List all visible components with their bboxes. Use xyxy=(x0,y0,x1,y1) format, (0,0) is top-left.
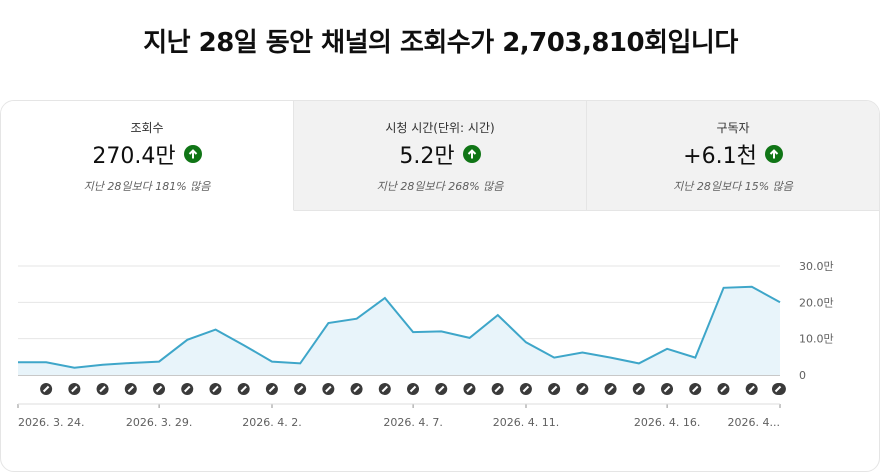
video-upload-marker-icon[interactable] xyxy=(463,383,476,395)
video-upload-marker-icon[interactable] xyxy=(153,383,166,395)
marker-slash xyxy=(635,385,642,393)
video-upload-marker-icon[interactable] xyxy=(378,383,391,395)
arrow-up-circle-icon xyxy=(183,145,202,163)
metric-compare: 지난 28일보다 15% 많음 xyxy=(673,180,793,193)
video-upload-marker-icon[interactable] xyxy=(68,383,81,395)
arrow-up-circle-icon xyxy=(462,145,481,163)
metric-label: 시청 시간(단위: 시간) xyxy=(385,121,495,135)
marker-slash xyxy=(692,385,699,393)
video-upload-marker-icon[interactable] xyxy=(209,383,222,395)
chart-area-fill xyxy=(18,286,780,375)
x-tick-label: 2026. 4. 16. xyxy=(634,416,700,429)
video-upload-marker-icon[interactable] xyxy=(237,383,250,395)
metric-label: 조회수 xyxy=(130,121,164,135)
video-upload-marker-icon[interactable] xyxy=(322,383,335,395)
video-upload-marker-icon[interactable] xyxy=(717,383,730,395)
video-upload-marker-icon[interactable] xyxy=(519,383,532,395)
video-upload-marker-icon[interactable] xyxy=(745,383,758,395)
y-tick-label: 0 xyxy=(799,369,806,382)
metric-label: 구독자 xyxy=(716,121,750,135)
x-tick-label: 2026. 3. 24. xyxy=(18,416,84,429)
metric-tab-views[interactable]: 조회수 270.4만 지난 28일보다 181% 많음 xyxy=(1,101,294,211)
marker-slash xyxy=(720,385,727,393)
video-upload-marker-icon[interactable] xyxy=(548,383,561,395)
views-chart: 30.0만 20.0만 10.0만 0 2026. 3. 24. 2026. 3. 29… xyxy=(17,260,834,429)
x-axis-ticks: 2026. 3. 24. 2026. 3. 29. 2026. 4. 2. 2026.… xyxy=(17,403,781,429)
marker-slash xyxy=(268,385,276,393)
x-tick-label: 2026. 3. 29. xyxy=(126,416,192,429)
marker-slash xyxy=(579,385,586,393)
marker-slash xyxy=(774,385,782,393)
marker-slash xyxy=(494,385,501,393)
marker-slash xyxy=(296,385,304,393)
marker-slash xyxy=(663,385,671,393)
marker-slash xyxy=(325,385,332,393)
marker-slash xyxy=(155,385,163,393)
x-tick-label: 2026. 4. 11. xyxy=(493,416,559,429)
metric-tab-watch-time[interactable]: 시청 시간(단위: 시간) 5.2만 지난 28일보다 268% 많음 xyxy=(294,101,587,211)
marker-slash xyxy=(240,385,247,393)
metric-value: 5.2만 xyxy=(399,144,455,169)
metric-compare: 지난 28일보다 181% 많음 xyxy=(83,180,211,193)
video-upload-marker-icon[interactable] xyxy=(181,383,194,395)
marker-slash xyxy=(212,385,219,393)
metric-value: 270.4만 xyxy=(92,144,176,169)
video-upload-marker-icon[interactable] xyxy=(40,383,53,395)
marker-slash xyxy=(748,385,755,393)
marker-slash xyxy=(438,385,445,393)
video-upload-marker-icon[interactable] xyxy=(491,383,504,395)
page-headline: 지난 28일 동안 채널의 조회수가 2,703,810회입니다 xyxy=(143,28,738,58)
metric-tab-subscribers[interactable]: 구독자 +6.1천 지난 28일보다 15% 많음 xyxy=(587,101,879,211)
analytics-card: 조회수 270.4만 지난 28일보다 181% 많음 시청 시간(단위: 시간… xyxy=(0,100,880,472)
marker-slash xyxy=(99,385,106,393)
x-tick-label: 2026. 4... xyxy=(728,416,780,429)
marker-slash xyxy=(550,385,558,393)
marker-slash xyxy=(607,385,614,393)
video-upload-marker-icon[interactable] xyxy=(407,383,420,395)
marker-slash xyxy=(522,385,530,393)
upload-markers xyxy=(40,383,786,395)
marker-slash xyxy=(71,385,78,393)
y-tick-label: 10.0만 xyxy=(799,333,834,346)
marker-slash xyxy=(42,385,50,393)
video-upload-marker-icon[interactable] xyxy=(689,383,702,395)
marker-slash xyxy=(353,385,360,393)
y-tick-label: 20.0만 xyxy=(799,296,834,309)
video-upload-marker-icon[interactable] xyxy=(124,383,137,395)
y-axis-ticks: 30.0만 20.0만 10.0만 0 xyxy=(799,260,834,382)
y-tick-label: 30.0만 xyxy=(799,260,834,273)
marker-slash xyxy=(466,385,473,393)
marker-slash xyxy=(381,385,388,393)
metric-tabs: 조회수 270.4만 지난 28일보다 181% 많음 시청 시간(단위: 시간… xyxy=(1,101,879,211)
marker-slash xyxy=(184,385,191,393)
video-upload-marker-icon[interactable] xyxy=(661,383,674,395)
video-upload-marker-icon[interactable] xyxy=(772,383,784,395)
video-upload-marker-icon[interactable] xyxy=(435,383,448,395)
marker-slash xyxy=(127,385,134,393)
metric-compare: 지난 28일보다 268% 많음 xyxy=(376,180,504,193)
metric-value: +6.1천 xyxy=(683,144,757,169)
video-upload-marker-icon[interactable] xyxy=(265,383,278,395)
chart-series-line xyxy=(18,285,781,369)
video-upload-marker-icon[interactable] xyxy=(576,383,589,395)
x-tick-label: 2026. 4. 2. xyxy=(242,416,301,429)
video-upload-marker-icon[interactable] xyxy=(350,383,363,395)
arrow-up-circle-icon xyxy=(764,145,783,163)
video-upload-marker-icon[interactable] xyxy=(96,383,109,395)
x-tick-label: 2026. 4. 7. xyxy=(383,416,442,429)
marker-slash xyxy=(409,385,417,393)
video-upload-marker-icon[interactable] xyxy=(604,383,617,395)
video-upload-marker-icon[interactable] xyxy=(294,383,307,395)
video-upload-marker-icon[interactable] xyxy=(632,383,645,395)
